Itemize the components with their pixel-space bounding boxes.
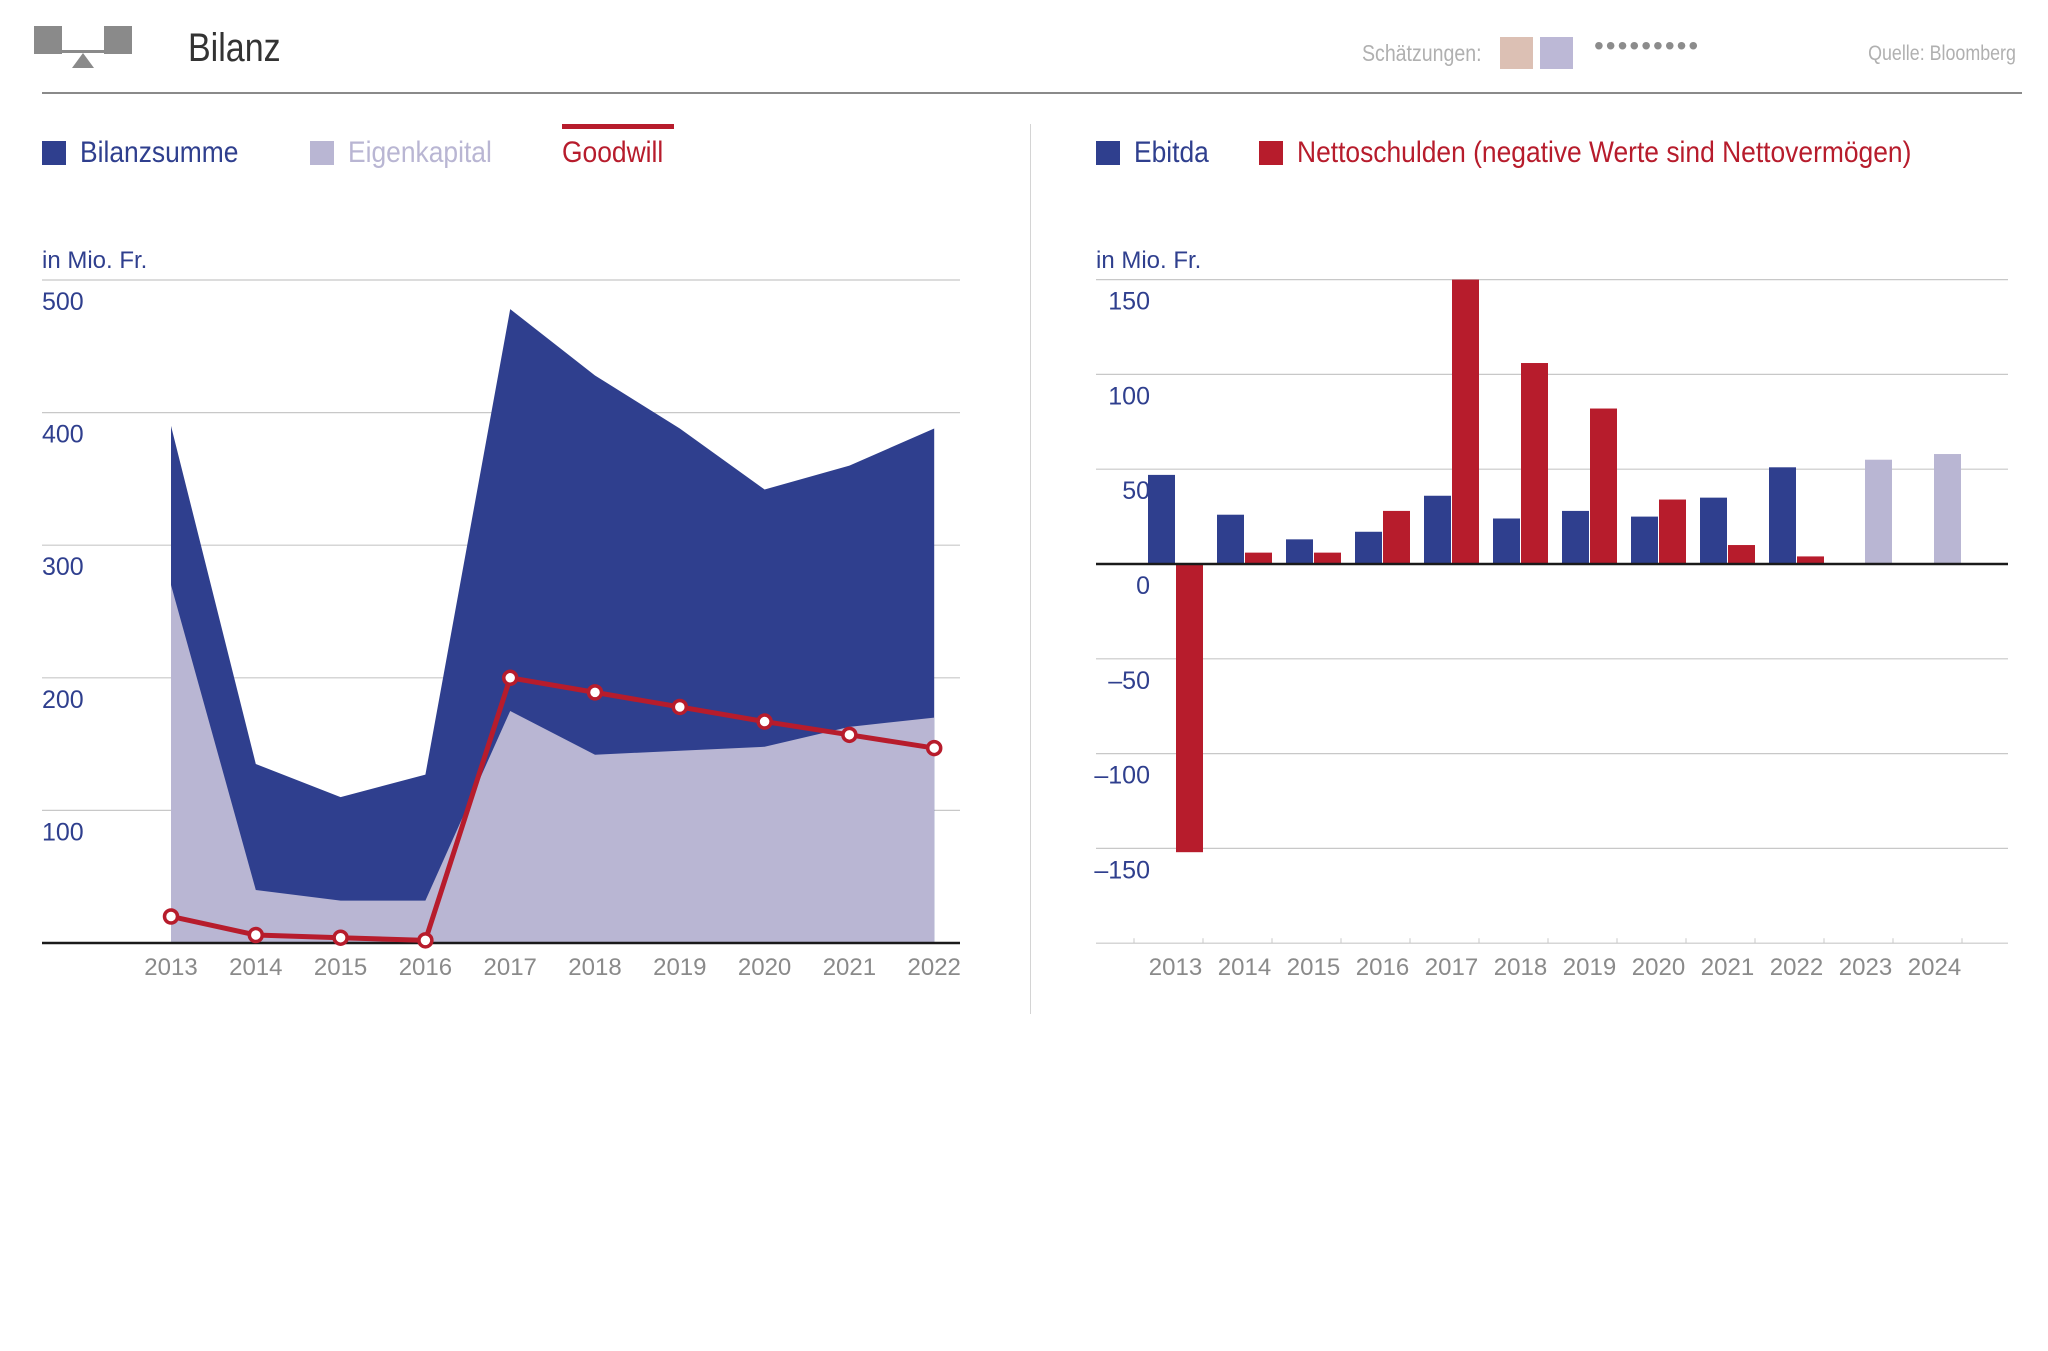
x-tick-label: 2015 <box>314 954 367 981</box>
legend-item-bilanzsumme: Bilanzsumme <box>42 136 260 170</box>
legend-item-nettoschulden: Nettoschulden (negative Werte sind Netto… <box>1259 136 1995 170</box>
y-axis-label: in Mio. Fr. <box>42 247 147 274</box>
page-title: Bilanz <box>188 26 281 70</box>
x-tick-label: 2015 <box>1287 954 1340 981</box>
bar-nettoschulden <box>1659 499 1686 564</box>
y-tick-label: 150 <box>1108 288 1150 316</box>
bar-ebitda <box>1355 531 1382 564</box>
bar-ebitda <box>1424 495 1451 564</box>
x-tick-label: 2022 <box>908 954 961 981</box>
legend-item-eigenkapital: Eigenkapital <box>310 136 511 170</box>
legend-label: Ebitda <box>1134 136 1209 169</box>
x-tick-label: 2021 <box>823 954 876 981</box>
legend-label: Eigenkapital <box>348 136 492 169</box>
bar-nettoschulden <box>1590 408 1617 564</box>
legend-swatch <box>1259 141 1284 165</box>
goodwill-point <box>841 726 858 744</box>
estimate-swatch-blue <box>1540 37 1573 69</box>
estimate-dots: ••••••••• <box>1594 30 1701 61</box>
balance-scale-icon <box>34 26 132 68</box>
legend-swatch <box>42 141 66 165</box>
goodwill-point <box>247 926 265 944</box>
y-tick-label: 500 <box>42 288 84 316</box>
bar-ebitda <box>1286 539 1313 564</box>
y-tick-label: 400 <box>42 421 84 449</box>
bar-nettoschulden <box>1383 510 1410 564</box>
header-divider <box>42 92 2022 94</box>
panel-divider <box>1030 124 1031 1014</box>
header: Bilanz Schätzungen: ••••••••• Quelle: Bl… <box>0 0 2048 100</box>
x-tick-label: 2019 <box>653 954 706 981</box>
y-tick-label: 200 <box>42 686 84 714</box>
y-tick-label: –100 <box>1094 762 1150 790</box>
bar-nettoschulden <box>1728 545 1755 564</box>
y-tick-label: 100 <box>42 818 84 846</box>
bar-ebitda <box>1562 510 1589 564</box>
goodwill-point <box>586 684 604 701</box>
x-tick-label: 2024 <box>1908 954 1961 981</box>
x-tick-label: 2017 <box>484 954 537 981</box>
goodwill-point <box>162 908 180 925</box>
bar-ebitda <box>1769 467 1796 564</box>
goodwill-point <box>756 713 773 730</box>
bar-nettoschulden <box>1314 552 1341 564</box>
goodwill-point <box>925 739 943 757</box>
legend-item-goodwill: Goodwill <box>561 124 677 170</box>
goodwill-point <box>332 929 349 946</box>
line-goodwill <box>170 675 935 943</box>
goodwill-point <box>417 932 434 949</box>
bar-nettoschulden <box>1521 363 1548 564</box>
bar-ebitda <box>1493 518 1520 564</box>
balance-area-chart: in Mio. Fr. 100 200 300 400 500 2013 2014 2015 20… <box>42 247 961 981</box>
x-tick-label: 2014 <box>1218 954 1271 981</box>
bar-ebitda <box>1700 497 1727 564</box>
bar-nettoschulden <box>1176 564 1203 853</box>
goodwill-point <box>501 669 519 687</box>
y-tick-label: 300 <box>42 553 84 581</box>
left-legend: Bilanzsumme Eigenkapital Goodwill <box>42 124 727 170</box>
bar-ebitda <box>1631 516 1658 564</box>
x-tick-label: 2023 <box>1839 954 1892 981</box>
bar-ebitda <box>1148 474 1175 564</box>
bar-nettoschulden <box>1245 552 1272 564</box>
bar-ebitda <box>1217 514 1244 564</box>
goodwill-point <box>671 698 689 716</box>
y-axis-label: in Mio. Fr. <box>1096 247 1201 274</box>
bar-nettoschulden <box>1797 556 1824 564</box>
bar-ebitda <box>1934 454 1961 564</box>
bar-nettoschulden <box>1452 279 1479 564</box>
estimates-label: Schätzungen: <box>1362 40 1482 66</box>
x-tick-label: 2021 <box>1701 954 1754 981</box>
legend-label: Nettoschulden (negative Werte sind Netto… <box>1297 136 1912 169</box>
ebitda-netdebt-bar-chart: in Mio. Fr. 150 100 50 0 –50 –100 –150 2013 2014 2… <box>1094 247 2008 981</box>
x-tick-label: 2016 <box>399 954 452 981</box>
x-tick-label: 2019 <box>1563 954 1616 981</box>
x-tick-label: 2020 <box>738 954 791 981</box>
y-tick-label: –50 <box>1108 667 1150 695</box>
y-tick-label: 100 <box>1108 382 1150 410</box>
legend-swatch <box>310 141 335 165</box>
y-tick-label: 50 <box>1122 477 1150 505</box>
x-tick-label: 2020 <box>1632 954 1685 981</box>
right-legend: Ebitda Nettoschulden (negative Werte sin… <box>1096 136 2045 170</box>
source-label: Quelle: Bloomberg <box>1868 42 2016 65</box>
x-tick-label: 2018 <box>1494 954 1547 981</box>
legend-label: Goodwill <box>561 136 663 169</box>
legend-item-ebitda: Ebitda <box>1096 136 1219 170</box>
y-tick-label: 0 <box>1136 572 1150 600</box>
x-tick-label: 2016 <box>1356 954 1409 981</box>
legend-label: Bilanzsumme <box>80 136 239 169</box>
x-tick-label: 2013 <box>144 954 197 981</box>
x-tick-label: 2014 <box>229 954 282 981</box>
legend-swatch <box>1096 141 1120 165</box>
estimate-swatch-red <box>1500 37 1533 69</box>
x-tick-label: 2017 <box>1425 954 1478 981</box>
legend-line-marker <box>561 124 674 129</box>
y-tick-label: –150 <box>1094 856 1150 884</box>
x-tick-label: 2013 <box>1149 954 1202 981</box>
x-tick-label: 2022 <box>1770 954 1823 981</box>
area-eigenkapital <box>171 584 935 943</box>
x-tick-label: 2018 <box>568 954 621 981</box>
bar-ebitda <box>1865 459 1892 564</box>
